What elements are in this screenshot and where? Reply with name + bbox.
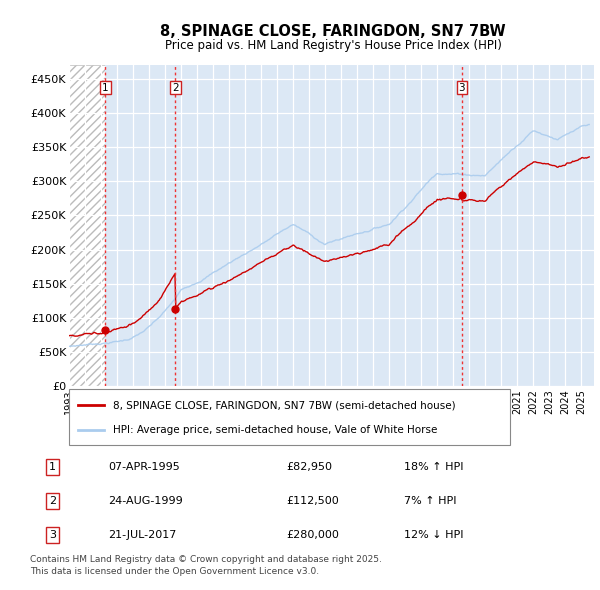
Text: 7% ↑ HPI: 7% ↑ HPI	[404, 496, 457, 506]
Text: 1: 1	[102, 83, 109, 93]
Text: 2: 2	[49, 496, 56, 506]
Text: 3: 3	[49, 530, 56, 540]
Text: 12% ↓ HPI: 12% ↓ HPI	[404, 530, 463, 540]
Text: 2: 2	[172, 83, 179, 93]
Text: 3: 3	[458, 83, 465, 93]
FancyBboxPatch shape	[69, 389, 510, 445]
Text: 8, SPINAGE CLOSE, FARINGDON, SN7 7BW (semi-detached house): 8, SPINAGE CLOSE, FARINGDON, SN7 7BW (se…	[113, 400, 456, 410]
Text: 24-AUG-1999: 24-AUG-1999	[108, 496, 183, 506]
Text: £82,950: £82,950	[287, 462, 332, 472]
Text: 18% ↑ HPI: 18% ↑ HPI	[404, 462, 463, 472]
Text: HPI: Average price, semi-detached house, Vale of White Horse: HPI: Average price, semi-detached house,…	[113, 425, 437, 435]
Text: £112,500: £112,500	[287, 496, 340, 506]
Bar	[69, 65, 106, 386]
Bar	[106, 65, 594, 386]
Text: £280,000: £280,000	[287, 530, 340, 540]
Text: 8, SPINAGE CLOSE, FARINGDON, SN7 7BW: 8, SPINAGE CLOSE, FARINGDON, SN7 7BW	[160, 24, 506, 38]
Text: 1: 1	[49, 462, 56, 472]
Text: 21-JUL-2017: 21-JUL-2017	[108, 530, 176, 540]
Text: 07-APR-1995: 07-APR-1995	[108, 462, 180, 472]
Text: Price paid vs. HM Land Registry's House Price Index (HPI): Price paid vs. HM Land Registry's House …	[164, 39, 502, 52]
Text: Contains HM Land Registry data © Crown copyright and database right 2025.
This d: Contains HM Land Registry data © Crown c…	[30, 555, 382, 576]
